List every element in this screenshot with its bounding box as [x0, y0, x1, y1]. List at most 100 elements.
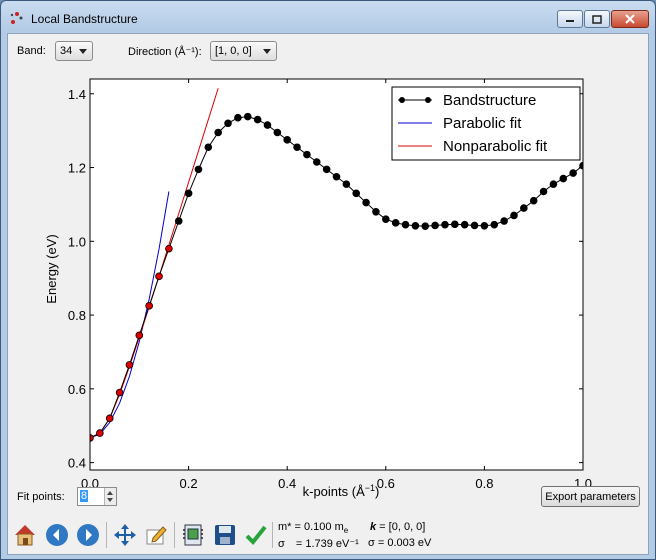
data-point	[549, 180, 558, 188]
data-point	[451, 220, 459, 229]
data-point	[332, 172, 341, 181]
data-point	[263, 121, 272, 129]
data-point	[500, 217, 508, 225]
y-tick-label: 1.4	[68, 87, 86, 102]
data-point	[411, 222, 420, 230]
y-tick-label: 0.6	[68, 382, 86, 397]
fit-data-point	[165, 244, 173, 253]
x-tick-label: 0.8	[475, 476, 493, 491]
legend-label-nonparabolic: Nonparabolic fit	[443, 138, 548, 155]
minimize-icon	[566, 20, 574, 22]
toolbar-separator	[174, 522, 175, 548]
data-point	[431, 221, 439, 230]
data-point	[391, 219, 400, 227]
x-tick-label: 0.6	[377, 476, 395, 491]
direction-select[interactable]: [1, 0, 0]	[210, 41, 277, 61]
plot-lines	[90, 88, 583, 442]
direction-select-value: [1, 0, 0]	[215, 45, 252, 57]
parabolic-fit-line	[90, 191, 170, 439]
data-point	[381, 215, 390, 223]
plot-toolbar: m* = 0.100 me σ = 1.739 eV⁻¹ k = [0, 0, …	[8, 516, 648, 554]
x-axis-label-sup: −1	[365, 483, 375, 493]
data-point	[194, 165, 203, 174]
legend-label-parabolic: Parabolic fit	[443, 115, 522, 132]
data-point	[224, 119, 232, 128]
data-point	[401, 220, 410, 229]
close-button[interactable]	[611, 10, 649, 28]
data-point	[312, 158, 321, 166]
stepper-up-icon[interactable]	[107, 491, 113, 495]
fit-points-stepper[interactable]: 8	[77, 487, 117, 506]
data-point	[421, 222, 430, 230]
export-parameters-button[interactable]: Export parameters	[541, 486, 640, 507]
data-point	[559, 174, 568, 183]
chevron-down-icon	[79, 49, 87, 54]
fit-points-label: Fit points:	[17, 491, 65, 503]
data-point	[352, 189, 361, 198]
edit-icon[interactable]	[143, 522, 169, 548]
stepper-down-icon[interactable]	[107, 498, 113, 502]
maximize-button[interactable]	[584, 10, 610, 28]
data-point	[342, 180, 351, 188]
data-point	[293, 143, 301, 152]
data-point	[510, 211, 518, 220]
y-tick-label: 1.0	[68, 234, 86, 249]
band-select[interactable]: 34	[55, 41, 93, 61]
data-point	[529, 196, 538, 205]
legend-label-bandstructure: Bandstructure	[443, 92, 536, 109]
data-point	[539, 187, 548, 196]
data-point	[490, 220, 499, 229]
effective-mass-readout: m* = 0.100 me	[278, 521, 348, 535]
x-axis-label: k-points (Å−1)	[303, 483, 380, 499]
title-bar[interactable]: Local Bandstructure	[1, 1, 655, 33]
y-axis-label: Energy (eV)	[44, 234, 59, 303]
data-point	[234, 113, 242, 122]
x-tick-label: 0.4	[278, 476, 296, 491]
sigma-symbol: σ	[278, 538, 285, 550]
data-point	[372, 207, 380, 216]
chevron-down-icon	[263, 49, 271, 54]
sigma-mass-value: = 1.739 eV⁻¹	[295, 538, 359, 550]
data-point	[480, 222, 489, 230]
fit-data-point	[145, 302, 153, 310]
configure-icon[interactable]	[180, 522, 206, 548]
data-point	[303, 150, 311, 159]
home-icon[interactable]	[12, 522, 38, 548]
bandstructure-plot[interactable]: 0.0 0.2 0.4 0.6 0.8 1.00.40.60.81.01.21.4 Ene…	[8, 34, 648, 514]
y-tick-label: 0.4	[68, 456, 86, 471]
fit-data-point	[135, 331, 144, 340]
effective-mass-sub: e	[343, 526, 349, 536]
data-point	[253, 115, 262, 124]
data-point	[214, 128, 222, 137]
fit-points-value[interactable]: 8	[80, 490, 89, 502]
toolbar-separator	[106, 522, 107, 548]
minimize-button[interactable]	[557, 10, 583, 28]
toolbar-separator	[272, 522, 273, 548]
x-tick-label: 0.2	[180, 476, 198, 491]
check-icon[interactable]	[243, 522, 269, 548]
save-icon[interactable]	[212, 522, 238, 548]
forward-icon[interactable]	[75, 522, 101, 548]
data-point	[520, 204, 528, 212]
data-point	[460, 220, 469, 229]
k-point-readout: k = [0, 0, 0]	[370, 521, 425, 533]
main-panel: Band: 34 Direction (Å⁻¹): [1, 0, 0] 0.0 0…	[7, 33, 649, 555]
k-symbol: k	[370, 521, 377, 533]
data-point	[184, 189, 193, 198]
data-point	[569, 169, 577, 177]
fit-data-point	[115, 388, 124, 397]
sigma-mass-readout: σ = 1.739 eV⁻¹	[278, 537, 359, 550]
k-point-value: = [0, 0, 0]	[376, 521, 426, 533]
data-point	[322, 165, 331, 174]
app-icon	[10, 12, 23, 24]
fit-data-point	[125, 361, 134, 369]
band-label: Band:	[17, 45, 46, 57]
pan-icon[interactable]	[112, 522, 138, 548]
sigma-energy-readout: σ = 0.003 eV	[368, 537, 432, 549]
window-title: Local Bandstructure	[31, 12, 138, 26]
stepper-buttons[interactable]	[104, 488, 116, 505]
back-icon[interactable]	[44, 522, 70, 548]
data-point	[174, 217, 183, 225]
band-select-value: 34	[60, 45, 73, 57]
data-point	[441, 220, 449, 229]
